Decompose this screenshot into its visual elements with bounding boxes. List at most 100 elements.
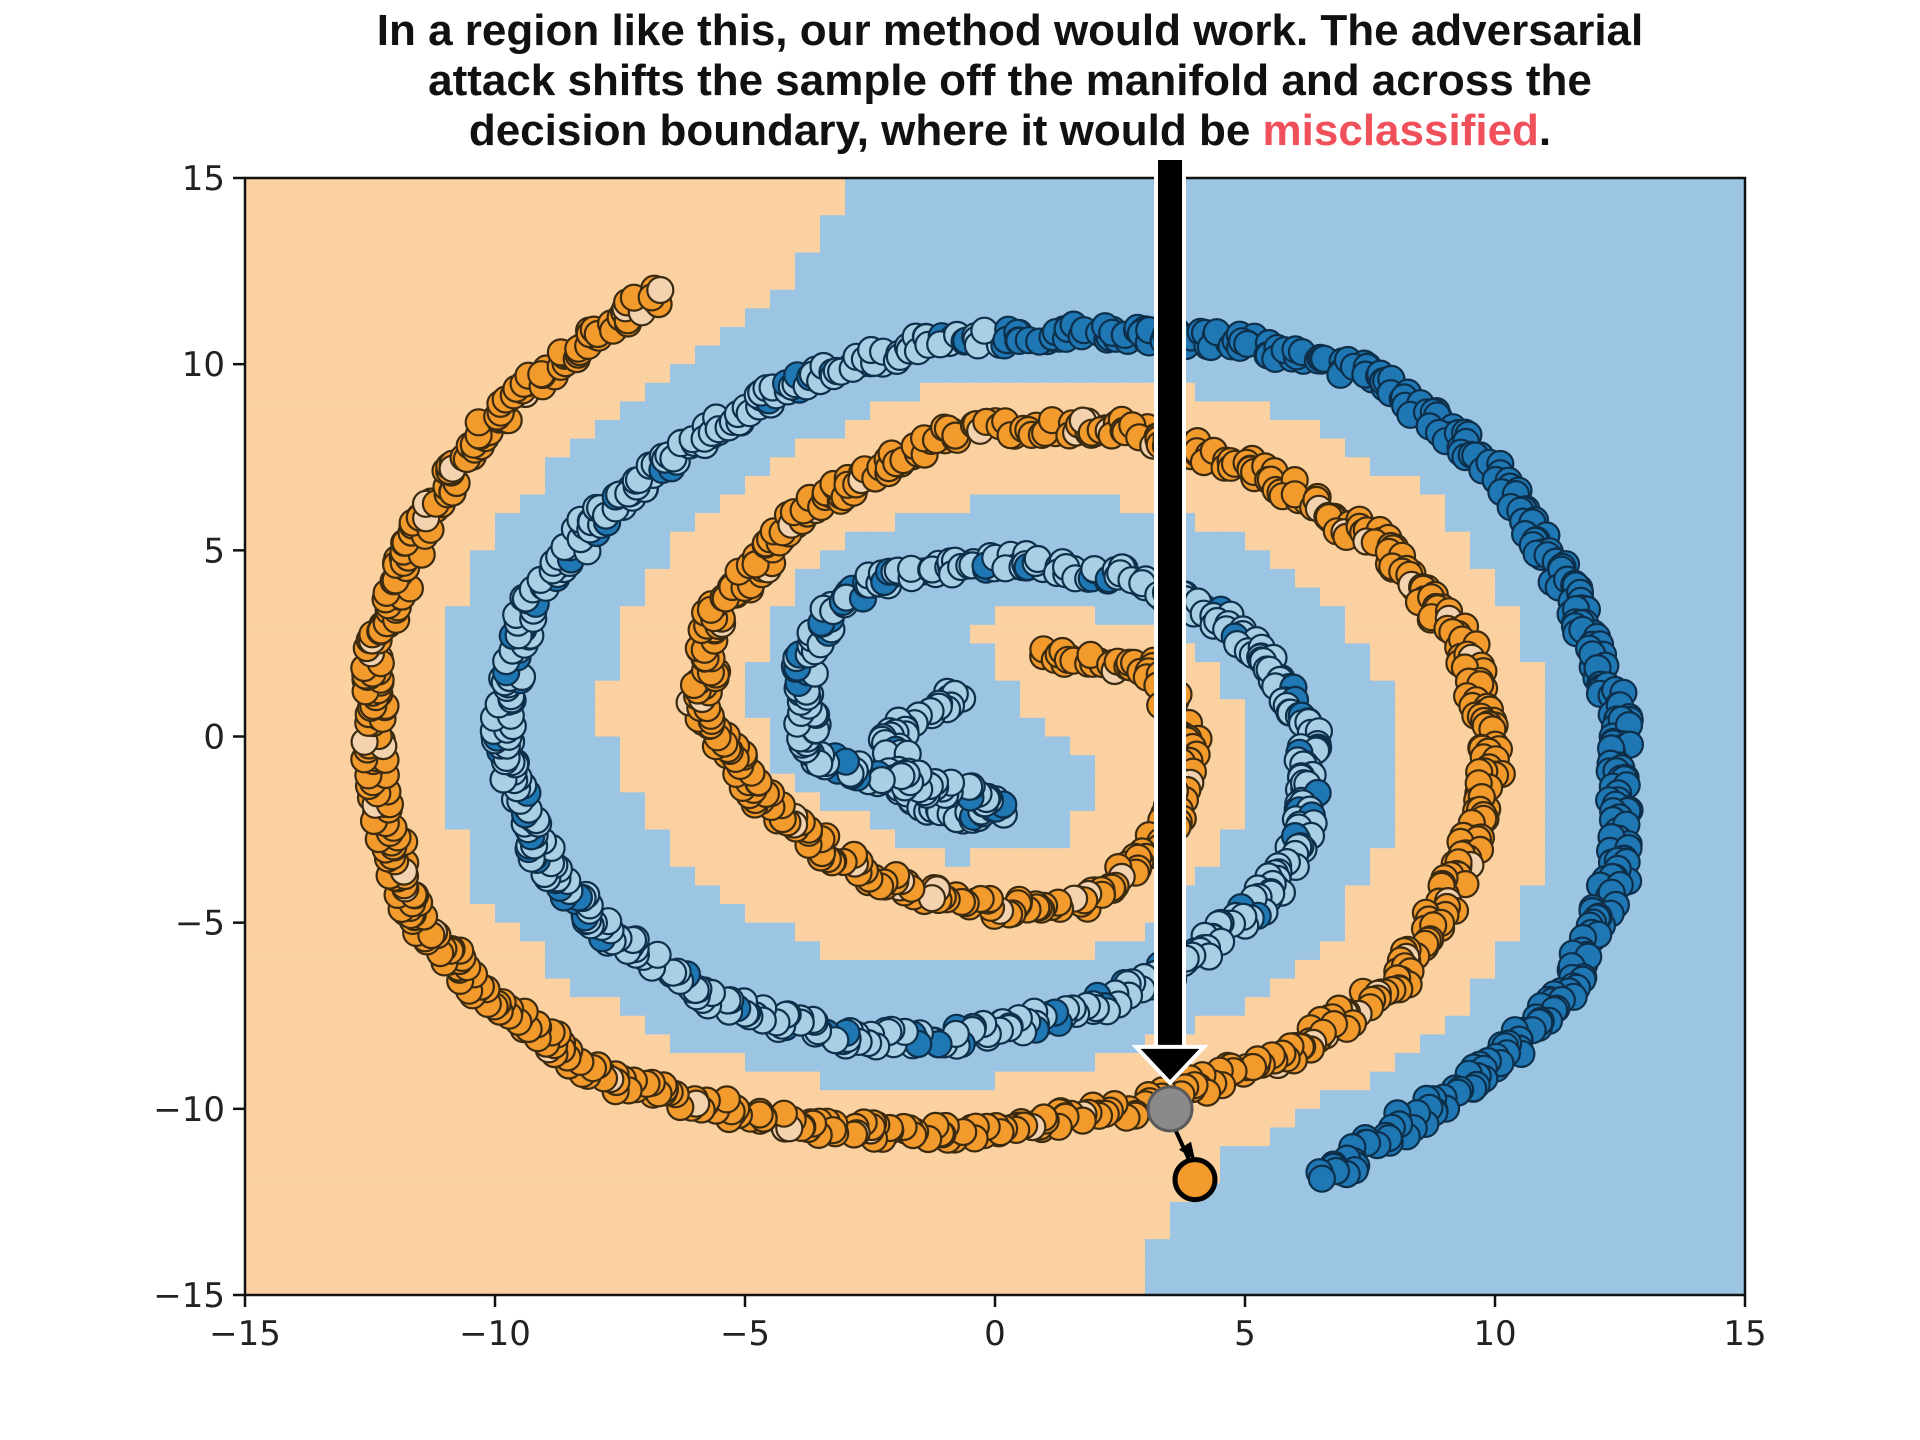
region-cell — [1720, 624, 1745, 645]
region-cell — [1695, 755, 1721, 775]
region-cell — [1270, 1276, 1296, 1295]
region-cell — [570, 233, 596, 254]
region-cell — [1645, 1239, 1671, 1259]
region-cell — [1570, 1071, 1596, 1092]
region-cell — [1645, 1220, 1671, 1240]
region-cell — [695, 773, 721, 794]
region-cell — [1220, 1201, 1246, 1222]
region-cell — [1320, 215, 1346, 235]
region-cell — [1220, 420, 1246, 440]
region-cell — [445, 326, 471, 347]
region-cell — [1445, 252, 1471, 272]
region-cell — [695, 848, 721, 868]
region-cell — [1145, 1164, 1171, 1185]
region-cell — [1320, 1052, 1346, 1073]
region-cell — [795, 1146, 821, 1166]
region-cell — [945, 475, 971, 496]
region-cell — [545, 1257, 571, 1278]
region-cell — [1695, 382, 1721, 403]
region-cell — [345, 978, 371, 998]
region-cell — [470, 624, 496, 645]
region-cell — [245, 271, 271, 291]
region-cell — [1220, 755, 1246, 775]
region-cell — [670, 1034, 696, 1054]
region-cell — [720, 289, 746, 310]
region-cell — [445, 680, 471, 701]
region-cell — [1095, 364, 1121, 384]
region-cell — [1245, 1090, 1271, 1110]
region-cell — [370, 494, 396, 514]
region-cell — [245, 364, 271, 384]
region-cell — [845, 1276, 871, 1295]
region-cell — [420, 662, 446, 682]
region-cell — [245, 1108, 271, 1129]
region-cell — [395, 699, 421, 719]
region-cell — [570, 1239, 596, 1259]
region-cell — [670, 494, 696, 514]
region-cell — [1320, 959, 1346, 980]
region-cell — [795, 959, 821, 980]
region-cell — [370, 1090, 396, 1110]
region-cell — [1645, 978, 1671, 998]
region-cell — [1395, 178, 1421, 198]
region-cell — [1695, 1164, 1721, 1185]
region-cell — [420, 568, 446, 589]
region-cell — [970, 755, 996, 775]
region-cell — [645, 773, 671, 794]
region-cell — [595, 810, 621, 831]
region-cell — [1645, 1146, 1671, 1166]
region-cell — [1345, 792, 1371, 812]
region-cell — [470, 1108, 496, 1129]
region-cell — [1120, 1164, 1146, 1185]
region-cell — [645, 810, 671, 831]
region-cell — [945, 1090, 971, 1110]
region-cell — [1670, 196, 1696, 217]
region-cell — [345, 587, 371, 607]
region-cell — [870, 997, 896, 1017]
region-cell — [1595, 475, 1621, 496]
region-cell — [870, 1071, 896, 1092]
region-cell — [1595, 494, 1621, 514]
region-cell — [1570, 1257, 1596, 1278]
region-cell — [970, 643, 996, 663]
region-cell — [1195, 792, 1221, 812]
region-cell — [945, 959, 971, 980]
region-cell — [345, 345, 371, 365]
region-cell — [1120, 717, 1146, 738]
region-cell — [695, 513, 721, 533]
region-cell — [495, 885, 521, 905]
region-cell — [570, 717, 596, 738]
region-cell — [245, 922, 271, 943]
region-cell — [1645, 233, 1671, 254]
region-cell — [970, 699, 996, 719]
region-cell — [470, 922, 496, 943]
region-cell — [1045, 1183, 1071, 1203]
region-cell — [1170, 1257, 1196, 1278]
region-cell — [1070, 1164, 1096, 1185]
region-cell — [1220, 736, 1246, 756]
region-cell — [1420, 848, 1446, 868]
region-cell — [1645, 271, 1671, 291]
region-cell — [1495, 550, 1521, 570]
region-cell — [1070, 736, 1096, 756]
region-cell — [545, 643, 571, 663]
region-cell — [1345, 1220, 1371, 1240]
region-cell — [920, 606, 946, 626]
region-cell — [1345, 904, 1371, 924]
region-cell — [1670, 717, 1696, 738]
region-cell — [320, 364, 346, 384]
region-cell — [1620, 494, 1646, 514]
region-cell — [920, 178, 946, 198]
region-cell — [645, 1146, 671, 1166]
region-cell — [470, 1052, 496, 1073]
region-cell — [845, 178, 871, 198]
region-cell — [1620, 959, 1646, 980]
region-cell — [295, 382, 321, 403]
region-cell — [1270, 959, 1296, 980]
region-cell — [670, 1257, 696, 1278]
region-cell — [345, 550, 371, 570]
region-cell — [770, 233, 796, 254]
region-cell — [445, 866, 471, 887]
region-cell — [1195, 550, 1221, 570]
region-cell — [1545, 717, 1571, 738]
